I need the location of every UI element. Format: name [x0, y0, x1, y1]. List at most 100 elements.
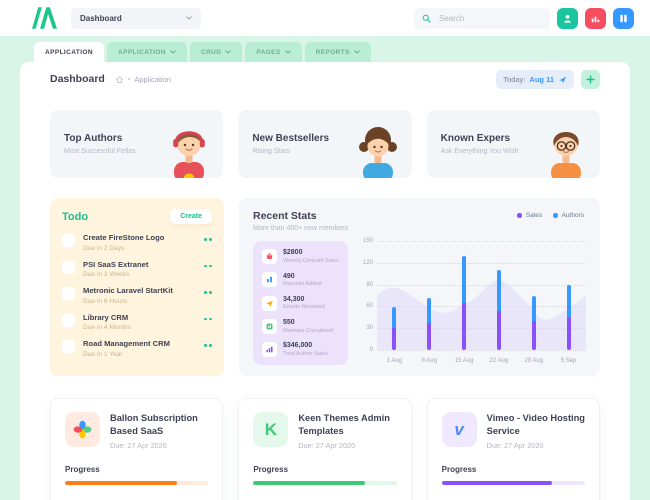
project-due: Due: 27 Apr 2020: [110, 441, 167, 451]
project-logo-petals-icon: [65, 412, 100, 447]
todo-item[interactable]: PSI SaaS Extranet Due in 3 Weeks: [62, 260, 212, 278]
project-logo-vimeo-icon: v: [441, 412, 477, 447]
columns-icon: [620, 14, 627, 22]
search-box[interactable]: [414, 7, 550, 29]
layout-button[interactable]: [613, 7, 634, 29]
todo-item[interactable]: Library CRM Due in 4 Months: [62, 313, 212, 331]
todo-checkbox[interactable]: [62, 340, 75, 353]
project-card-vimeo[interactable]: v Vimeo - Video Hosting Service Due: 27 …: [426, 398, 600, 500]
legend-dot: [553, 213, 558, 218]
todo-checkbox[interactable]: [62, 260, 75, 274]
recent-stats-title: Recent Stats: [253, 210, 317, 222]
chart-y-tick: 60: [366, 303, 373, 310]
progress-label: Progress: [441, 465, 477, 475]
tab-reports[interactable]: REPORTS: [304, 42, 371, 62]
home-icon[interactable]: [115, 75, 124, 84]
project-card-keenthemes[interactable]: K Keen Themes Admin Templates Due: 27 Ap…: [238, 398, 412, 500]
stats-icon: [262, 342, 277, 357]
progress-bar: [65, 481, 209, 486]
bar-chart-icon: [591, 15, 600, 22]
item-menu-dots-icon[interactable]: [203, 291, 212, 294]
progress-fill: [65, 481, 177, 486]
project-card-ballon[interactable]: Ballon Subscription Based SaaS Due: 27 A…: [50, 398, 224, 500]
breadcrumb-section[interactable]: Application: [134, 74, 172, 84]
info-card-top-authors[interactable]: Top Authors Most Successful Fellas: [50, 110, 224, 178]
search-input[interactable]: [437, 12, 521, 24]
todo-item-due: Due in 2 Days: [83, 244, 125, 252]
tab-application-active[interactable]: APPLICATION: [34, 42, 104, 62]
todo-checkbox[interactable]: [62, 313, 75, 327]
tab-label: PAGES: [256, 48, 281, 56]
info-card-known-expers[interactable]: Known Expers Ask Everything You Wish: [426, 110, 600, 178]
chart-x-tick: 5 Sep: [560, 358, 577, 364]
chart-gridline: [377, 350, 586, 351]
chart-x-axis: 1 Aug 8 Aug 15 Aug 22 Aug 29 Aug 5 Sep: [377, 350, 586, 365]
today-date: Aug 11: [529, 74, 554, 84]
stat-label: Manuals Added: [283, 281, 322, 287]
info-card-new-bestsellers[interactable]: New Bestsellers Rising Stars: [238, 110, 412, 178]
stat-value: $2800: [283, 249, 303, 257]
tab-label: CRUD: [200, 48, 222, 56]
chart-bar: [566, 285, 571, 350]
todo-item-title: Road Management CRM: [83, 339, 170, 348]
tab-application-menu[interactable]: APPLICATION: [106, 42, 187, 62]
chart-y-tick: 30: [366, 325, 373, 332]
breadcrumb-separator: [115, 75, 131, 84]
chart-bar: [531, 295, 536, 350]
create-button[interactable]: Create: [170, 209, 212, 224]
todo-checkbox[interactable]: [62, 234, 75, 247]
item-menu-dots-icon[interactable]: [203, 317, 212, 321]
chevron-down-icon: [170, 50, 176, 54]
avatar-girl: [354, 122, 402, 178]
tab-label: APPLICATION: [45, 48, 93, 56]
stat-label: Emails Received: [283, 304, 325, 311]
dashboard-select[interactable]: Dashboard: [71, 7, 201, 29]
todo-checkbox[interactable]: [62, 287, 75, 300]
card-title: Top Authors: [64, 133, 123, 144]
breadcrumb-dot: [127, 77, 131, 81]
item-menu-dots-icon[interactable]: [203, 344, 212, 347]
plus-icon: [586, 74, 595, 84]
legend-item-authors[interactable]: Authors: [553, 212, 584, 219]
progress-bar: [441, 481, 585, 486]
chart-x-tick: 1 Aug: [386, 358, 403, 364]
logo-letter: v: [454, 420, 464, 439]
tab-label: REPORTS: [315, 48, 350, 56]
board-icon: [262, 318, 277, 334]
tab-pages[interactable]: PAGES: [245, 42, 302, 62]
user-icon: [564, 14, 571, 23]
todo-item-due: Due in 3 Weeks: [83, 271, 130, 278]
stat-row: 34,300 Emails Received: [262, 295, 339, 311]
chevron-down-icon: [353, 50, 360, 54]
item-menu-dots-icon[interactable]: [203, 238, 212, 241]
search-icon: [422, 14, 431, 22]
item-menu-dots-icon[interactable]: [203, 264, 212, 268]
project-title: Vimeo - Video Hosting Service: [486, 413, 585, 436]
chart-bar-icon: [262, 272, 277, 288]
avatar-boy-glasses: [542, 122, 590, 178]
logo-letter: K: [264, 420, 277, 439]
chart-button[interactable]: [585, 7, 606, 29]
todo-item[interactable]: Road Management CRM Due in 1 Year: [62, 339, 212, 358]
stat-label: Meetups Completed: [283, 327, 334, 334]
todo-item[interactable]: Metronic Laravel StartKit Due in 8 Hours: [62, 286, 212, 305]
stat-label: Total Author Sales: [283, 350, 329, 357]
navigation-arrow-icon: [559, 76, 567, 83]
card-subtitle: Ask Everything You Wish: [440, 148, 519, 155]
top-bar: Dashboard: [0, 0, 650, 36]
brand-logo-icon[interactable]: [32, 7, 57, 29]
chart-gridline: [377, 306, 586, 308]
legend-item-sales[interactable]: Sales: [517, 212, 542, 219]
tab-crud[interactable]: CRUD: [189, 42, 243, 62]
todo-item-due: Due in 4 Months: [83, 324, 132, 331]
project-due: Due: 27 Apr 2020: [486, 441, 544, 451]
add-button[interactable]: [581, 69, 600, 89]
todo-item[interactable]: Create FireStone Logo Due in 2 Days: [62, 233, 212, 252]
info-cards-row: Top Authors Most Successful Fellas: [20, 96, 630, 178]
chevron-down-icon: [284, 50, 291, 54]
stat-label: Weekly Consold Sales: [283, 257, 339, 264]
today-filter-button[interactable]: Today: Aug 11: [496, 69, 574, 89]
stat-value: $346,000: [283, 342, 313, 350]
user-button[interactable]: [557, 7, 578, 29]
